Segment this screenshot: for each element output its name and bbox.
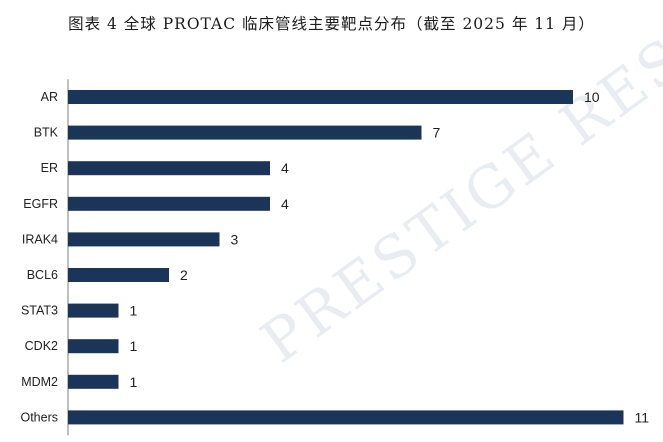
value-label-bcl6: 2 (180, 267, 188, 283)
category-labels: AR BTK ER EGFR IRAK4 BCL6 STAT3 CDK2 MDM2 Others (20, 90, 58, 424)
category-label-cdk2: CDK2 (25, 339, 58, 353)
category-label-er: ER (41, 161, 58, 175)
value-label-others: 11 (635, 409, 650, 425)
bar-mdm2 (68, 374, 119, 389)
category-label-others: Others (20, 410, 58, 424)
watermark: PRESTIGE RESEARCH (249, 0, 663, 376)
category-label-irak4: IRAK4 (22, 232, 58, 246)
value-label-mdm2: 1 (130, 374, 138, 390)
figure-title: 图表 4 全球 PROTAC 临床管线主要靶点分布（截至 2025 年 11 月… (68, 15, 595, 33)
value-label-btk: 7 (433, 125, 441, 141)
bar-cdk2 (68, 339, 119, 354)
bar-bcl6 (68, 268, 169, 282)
bar-ar (68, 90, 573, 104)
bar-er (68, 161, 270, 176)
value-label-ar: 10 (584, 89, 600, 105)
bar-others (68, 410, 624, 425)
category-label-egfr: EGFR (23, 197, 58, 211)
category-label-bcl6: BCL6 (27, 268, 58, 282)
value-label-er: 4 (281, 160, 289, 176)
bar-stat3 (68, 303, 119, 318)
bar-irak4 (68, 232, 220, 247)
category-label-mdm2: MDM2 (21, 375, 58, 389)
category-label-ar: AR (41, 90, 58, 104)
category-label-stat3: STAT3 (21, 304, 58, 318)
bars-layer (68, 90, 624, 425)
category-label-btk: BTK (34, 126, 59, 140)
bar-btk (68, 125, 422, 140)
value-label-cdk2: 1 (130, 338, 138, 354)
value-label-stat3: 1 (130, 303, 138, 319)
bar-egfr (68, 196, 270, 211)
value-label-irak4: 3 (231, 231, 239, 247)
value-label-egfr: 4 (281, 196, 289, 212)
